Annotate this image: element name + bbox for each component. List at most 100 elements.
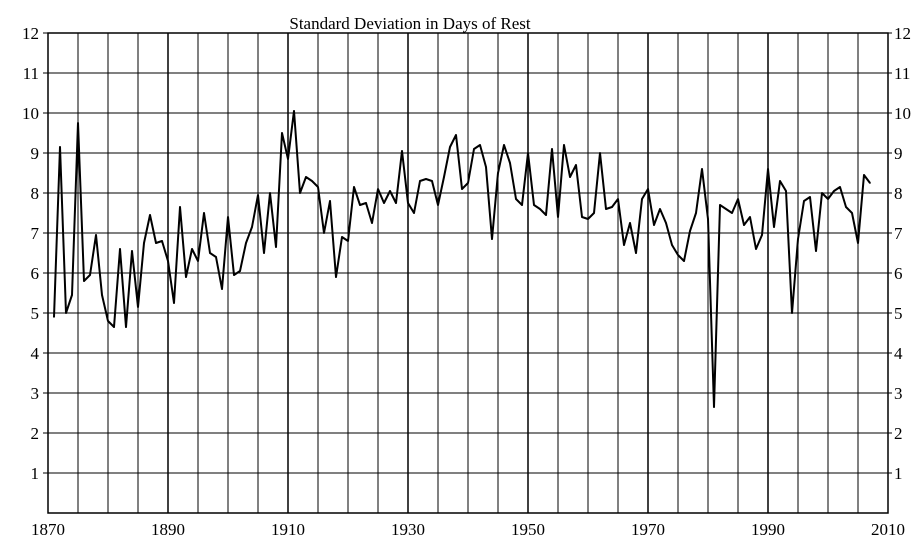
y-tick-label-left: 7 [31, 224, 40, 243]
data-point [479, 144, 481, 146]
data-point [593, 212, 595, 214]
data-point [239, 270, 241, 272]
data-point [773, 226, 775, 228]
data-point [281, 132, 283, 134]
data-point [485, 166, 487, 168]
data-point [371, 222, 373, 224]
y-tick-label-right: 6 [894, 264, 903, 283]
data-point [581, 216, 583, 218]
data-point [725, 208, 727, 210]
data-point [71, 294, 73, 296]
data-point [113, 326, 115, 328]
data-point [515, 198, 517, 200]
data-point [185, 276, 187, 278]
data-point [683, 260, 685, 262]
data-point [767, 168, 769, 170]
data-point [293, 110, 295, 112]
data-point [275, 246, 277, 248]
data-point [677, 254, 679, 256]
grid-lines [48, 33, 888, 513]
y-tick-label-left: 8 [31, 184, 40, 203]
x-tick-label: 2010 [871, 520, 905, 539]
data-point [659, 208, 661, 210]
data-point [695, 212, 697, 214]
y-tick-label-left: 2 [31, 424, 40, 443]
data-point [221, 288, 223, 290]
y-tick-label-right: 10 [894, 104, 911, 123]
data-point [323, 232, 325, 234]
data-point [653, 224, 655, 226]
data-point [419, 180, 421, 182]
data-point [299, 192, 301, 194]
data-point [521, 204, 523, 206]
data-point [167, 260, 169, 262]
data-point [377, 188, 379, 190]
chart-title: Standard Deviation in Days of Rest [289, 14, 531, 33]
data-point [149, 214, 151, 216]
data-point [815, 250, 817, 252]
data-point [737, 198, 739, 200]
data-point [527, 152, 529, 154]
data-point [821, 192, 823, 194]
data-point [701, 168, 703, 170]
y-tick-label-right: 5 [894, 304, 903, 323]
data-point [671, 244, 673, 246]
data-point [563, 144, 565, 146]
data-point [413, 212, 415, 214]
data-point [719, 204, 721, 206]
data-point [197, 260, 199, 262]
data-point [851, 212, 853, 214]
data-point [731, 212, 733, 214]
data-point [155, 242, 157, 244]
data-point [119, 248, 121, 250]
data-point [251, 226, 253, 228]
data-series-line [53, 110, 871, 408]
data-point [257, 194, 259, 196]
data-point [539, 208, 541, 210]
y-tick-label-left: 6 [31, 264, 40, 283]
data-point [503, 144, 505, 146]
data-point [713, 406, 715, 408]
data-point [617, 198, 619, 200]
data-point [125, 326, 127, 328]
x-tick-label: 1970 [631, 520, 665, 539]
data-point [827, 198, 829, 200]
data-point [269, 192, 271, 194]
data-point [599, 152, 601, 154]
data-point [425, 178, 427, 180]
data-point [101, 294, 103, 296]
data-point [467, 182, 469, 184]
y-tick-label-left: 10 [22, 104, 39, 123]
data-point [809, 196, 811, 198]
data-point [263, 252, 265, 254]
data-point [437, 204, 439, 206]
x-tick-label: 1930 [391, 520, 425, 539]
data-point [395, 202, 397, 204]
data-point [365, 202, 367, 204]
data-point [863, 174, 865, 176]
data-point [95, 234, 97, 236]
data-point [791, 312, 793, 314]
data-point [509, 162, 511, 164]
data-points [53, 110, 871, 408]
data-point [83, 280, 85, 282]
data-point [857, 242, 859, 244]
y-tick-label-right: 11 [894, 64, 910, 83]
data-point [557, 216, 559, 218]
data-point [203, 212, 205, 214]
data-point [749, 216, 751, 218]
data-point [161, 240, 163, 242]
data-point [533, 204, 535, 206]
data-point [389, 190, 391, 192]
data-point [401, 150, 403, 152]
data-point [611, 206, 613, 208]
data-point [215, 256, 217, 258]
data-point [623, 244, 625, 246]
data-point [755, 248, 757, 250]
y-tick-label-right: 9 [894, 144, 903, 163]
data-point [587, 218, 589, 220]
data-point [305, 176, 307, 178]
data-point [635, 252, 637, 254]
